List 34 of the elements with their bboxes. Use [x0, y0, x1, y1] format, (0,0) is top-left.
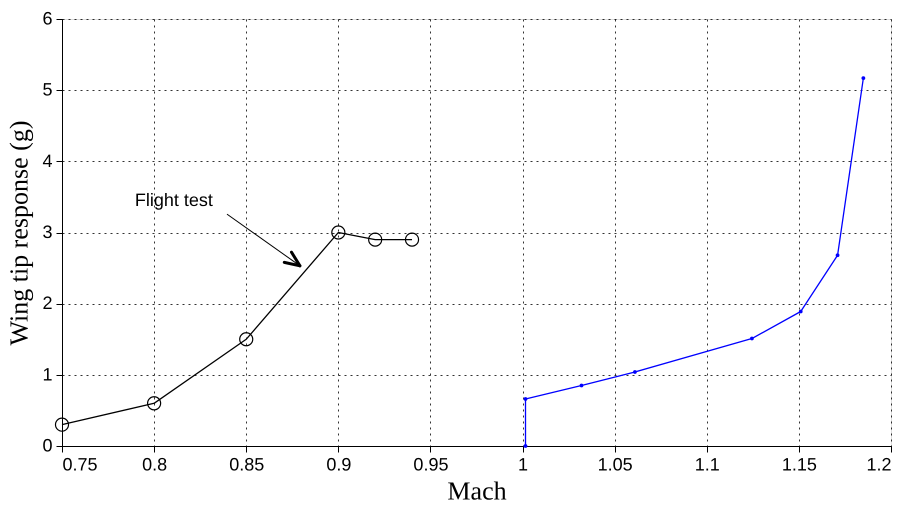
x-tick-label: 1.1 [694, 454, 720, 474]
annotation: Flight test [134, 190, 213, 210]
point [54, 418, 70, 432]
y-tick-label: 6 [42, 8, 52, 28]
x-tick-label: 0.9 [326, 454, 352, 474]
point [368, 232, 382, 247]
x-tick-label: 1.05 [598, 454, 633, 474]
point [146, 396, 162, 410]
y-tick-label: 1 [42, 364, 52, 384]
point [239, 332, 254, 346]
point [404, 232, 420, 247]
x-tick-label: 1.15 [782, 454, 817, 474]
x-tick-label: 1 [518, 454, 528, 474]
point [861, 76, 866, 80]
point [524, 444, 528, 448]
x-tick-label: 0.8 [142, 454, 168, 474]
x-tick-label: 0.95 [413, 454, 448, 474]
x-tick-label: 1.2 [866, 454, 892, 474]
y-tick-label: 2 [42, 293, 52, 314]
point [633, 370, 637, 374]
y-tick-label: 5 [42, 80, 52, 100]
x-tick-label: 0.75 [62, 454, 98, 474]
point [524, 397, 528, 401]
x-tick-label: 0.85 [229, 454, 264, 474]
point [836, 253, 840, 258]
x-axis-title: Mach [447, 476, 507, 506]
y-tick-label: 3 [42, 222, 52, 242]
y-tick-label: 0 [42, 436, 52, 456]
point [798, 310, 803, 314]
y-tick-label: 4 [42, 150, 52, 171]
point [331, 225, 346, 240]
point [580, 384, 584, 388]
point [750, 336, 754, 340]
y-axis-title: Wing tip response (g) [4, 120, 34, 346]
